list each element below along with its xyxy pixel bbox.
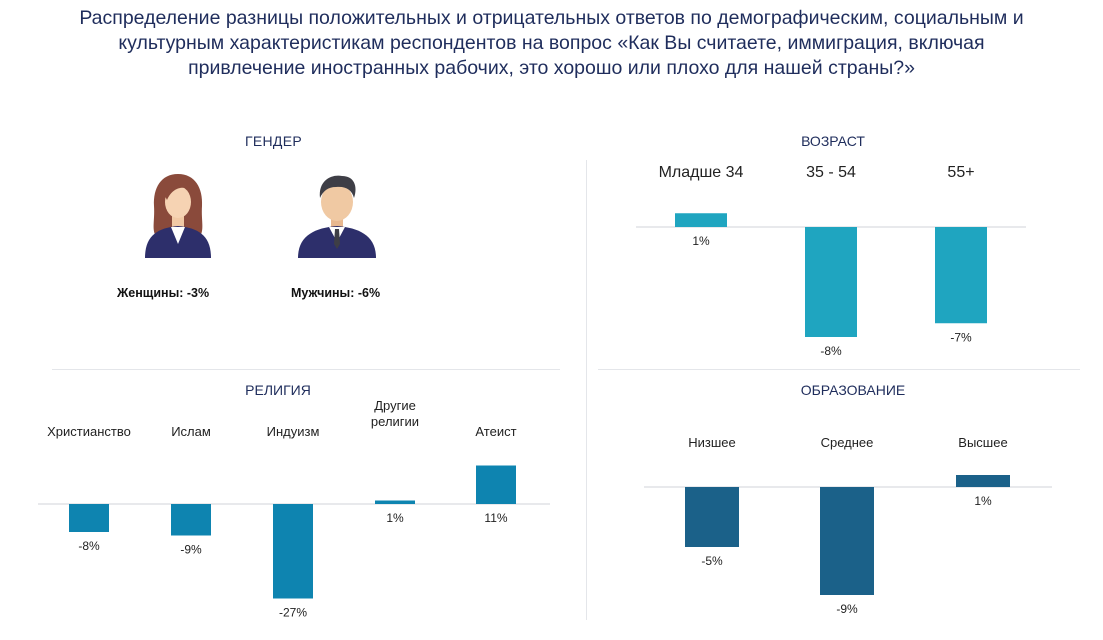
religion-category-label: религии	[371, 414, 419, 429]
main-title: Распределение разницы положительных и от…	[20, 6, 1083, 81]
education-bar	[820, 487, 874, 595]
vertical-divider	[586, 160, 587, 620]
religion-chart-title: РЕЛИГИЯ	[245, 382, 311, 398]
main-title-line-1: Распределение разницы положительных и от…	[79, 7, 1024, 29]
religion-value-label: 11%	[484, 511, 507, 525]
horizontal-divider-left	[52, 369, 560, 370]
age-category-label: 35 - 54	[806, 164, 856, 181]
age-chart-title: ВОЗРАСТ	[801, 133, 865, 149]
age-bar	[805, 227, 857, 337]
education-category-label: Высшее	[958, 435, 1007, 450]
education-value-label: -5%	[701, 554, 723, 568]
age-bars-group: Младше 34 1% 35 - 54 -8% 55+ -7%	[659, 164, 987, 358]
age-chart: ВОЗРАСТ Младше 34 1% 35 - 54 -8% 55+ -7%	[636, 133, 1026, 358]
religion-category-label: Христианство	[47, 424, 131, 439]
religion-value-label: -8%	[78, 539, 100, 553]
education-bar	[956, 475, 1010, 487]
age-value-label: -8%	[820, 344, 842, 358]
religion-value-label: -9%	[180, 543, 202, 557]
main-title-line-3: привлечение иностранных рабочих, это хор…	[188, 57, 915, 79]
education-category-label: Низшее	[688, 435, 736, 450]
education-bar	[685, 487, 739, 547]
religion-category-label: Атеист	[475, 424, 516, 439]
religion-bar	[476, 465, 516, 504]
man-avatar-icon	[296, 172, 378, 258]
religion-bar	[171, 504, 211, 536]
religion-bars-group: Христианство -8% Ислам -9% Индуизм -27% Другие…	[47, 398, 516, 620]
education-value-label: 1%	[974, 494, 992, 508]
age-category-label: 55+	[947, 164, 974, 181]
women-label: Женщины: -3%	[117, 286, 210, 300]
religion-bar	[69, 504, 109, 532]
age-category-label: Младше 34	[659, 164, 744, 181]
religion-bar	[273, 504, 313, 599]
religion-category-label: Ислам	[171, 424, 211, 439]
religion-chart: РЕЛИГИЯ Христианство -8% Ислам -9% Индуизм -2…	[38, 382, 550, 620]
religion-value-label: -27%	[279, 606, 307, 620]
main-title-line-2: культурным характеристикам респондентов …	[118, 32, 985, 54]
horizontal-divider-right	[598, 369, 1080, 370]
education-chart: ОБРАЗОВАНИЕ Низшее -5% Среднее -9% Высшее 1%	[644, 382, 1052, 616]
woman-avatar-icon	[143, 170, 213, 258]
education-bars-group: Низшее -5% Среднее -9% Высшее 1%	[685, 435, 1010, 616]
religion-category-label: Индуизм	[267, 424, 320, 439]
education-chart-title: ОБРАЗОВАНИЕ	[801, 382, 906, 398]
religion-value-label: 1%	[386, 511, 404, 525]
education-category-label: Среднее	[821, 435, 874, 450]
age-bar	[675, 213, 727, 227]
religion-category-label: Другие	[374, 398, 416, 413]
men-label: Мужчины: -6%	[291, 286, 381, 300]
gender-section-title: ГЕНДЕР	[245, 133, 302, 149]
education-value-label: -9%	[836, 602, 858, 616]
religion-bar	[375, 500, 415, 504]
age-bar	[935, 227, 987, 324]
age-value-label: 1%	[692, 234, 710, 248]
age-value-label: -7%	[950, 330, 972, 344]
